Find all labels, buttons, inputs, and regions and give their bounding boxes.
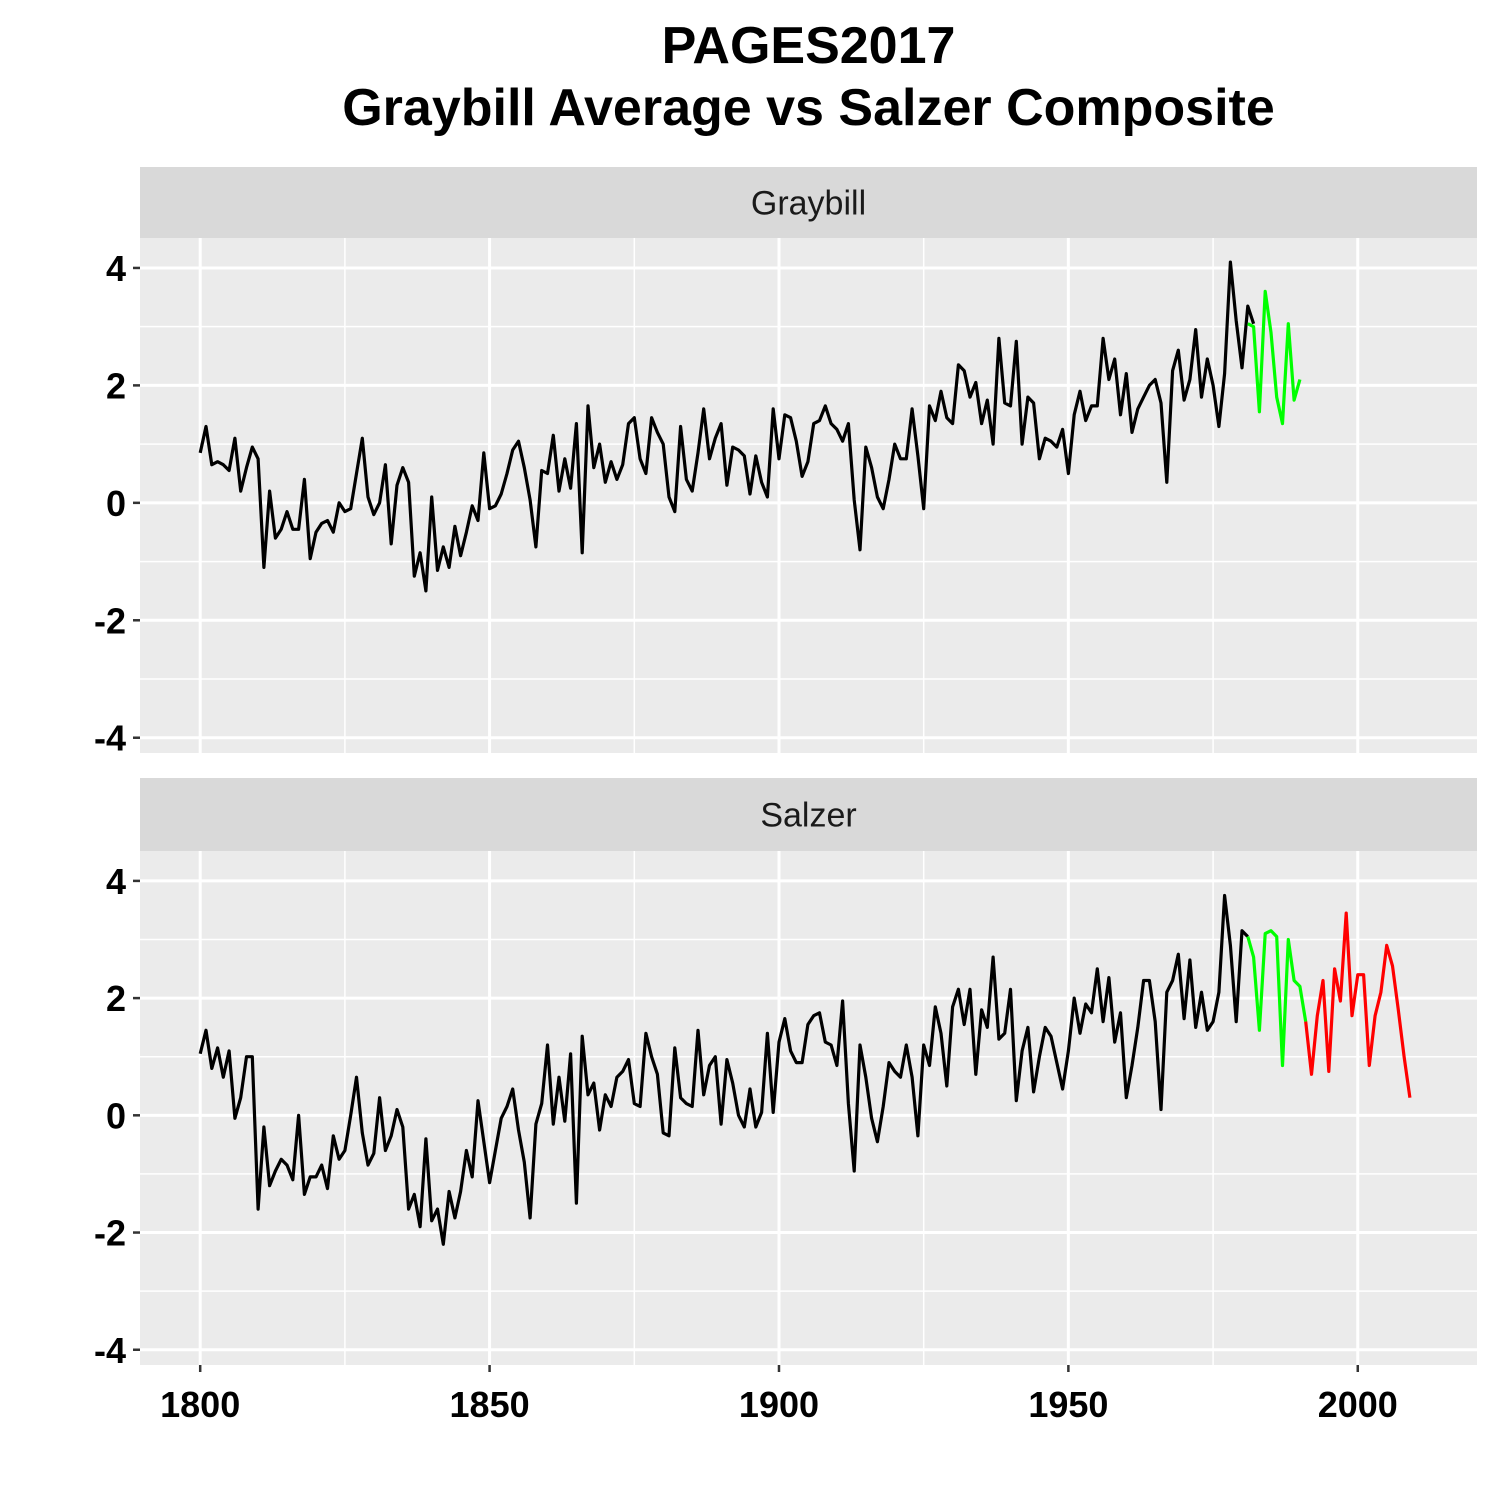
y-tick-label: -2 — [94, 1213, 126, 1254]
y-tick-label: 2 — [106, 365, 126, 406]
y-tick-label: 2 — [106, 978, 126, 1019]
x-tick-label: 1950 — [1028, 1384, 1108, 1425]
x-tick-label: 2000 — [1318, 1384, 1398, 1425]
panel-graybill: Graybill 4 2 0 -2 -4 — [94, 167, 1477, 759]
x-tick-label: 1900 — [739, 1384, 819, 1425]
y-tick-label: -2 — [94, 600, 126, 641]
plot-background — [140, 238, 1477, 753]
x-tick-label: 1800 — [160, 1384, 240, 1425]
y-tick-label: -4 — [94, 718, 126, 759]
strip-label: Graybill — [751, 185, 866, 223]
chart-subtitle: Graybill Average vs Salzer Composite — [342, 79, 1275, 137]
strip-background — [140, 167, 1477, 238]
y-tick-label: 4 — [106, 861, 126, 902]
strip-label: Salzer — [760, 797, 856, 835]
x-tick-label: 1850 — [450, 1384, 530, 1425]
panel-salzer: Salzer 4 2 0 -2 -4 — [94, 778, 1477, 1371]
series-line-salzer-0 — [198, 893, 1249, 1246]
y-tick-label: -4 — [94, 1330, 126, 1371]
series-line-salzer-1 — [1246, 929, 1308, 1068]
series-line-salzer-2 — [1304, 911, 1412, 1098]
plot-background — [140, 851, 1477, 1365]
chart-title: PAGES2017 — [661, 17, 956, 75]
strip-background — [140, 778, 1477, 851]
series-line-graybill-1 — [1247, 289, 1302, 426]
y-tick-label: 0 — [106, 1095, 126, 1136]
y-tick-label: 4 — [106, 248, 126, 289]
y-tick-label: 0 — [106, 483, 126, 524]
series-line-graybill-0 — [198, 260, 1256, 593]
